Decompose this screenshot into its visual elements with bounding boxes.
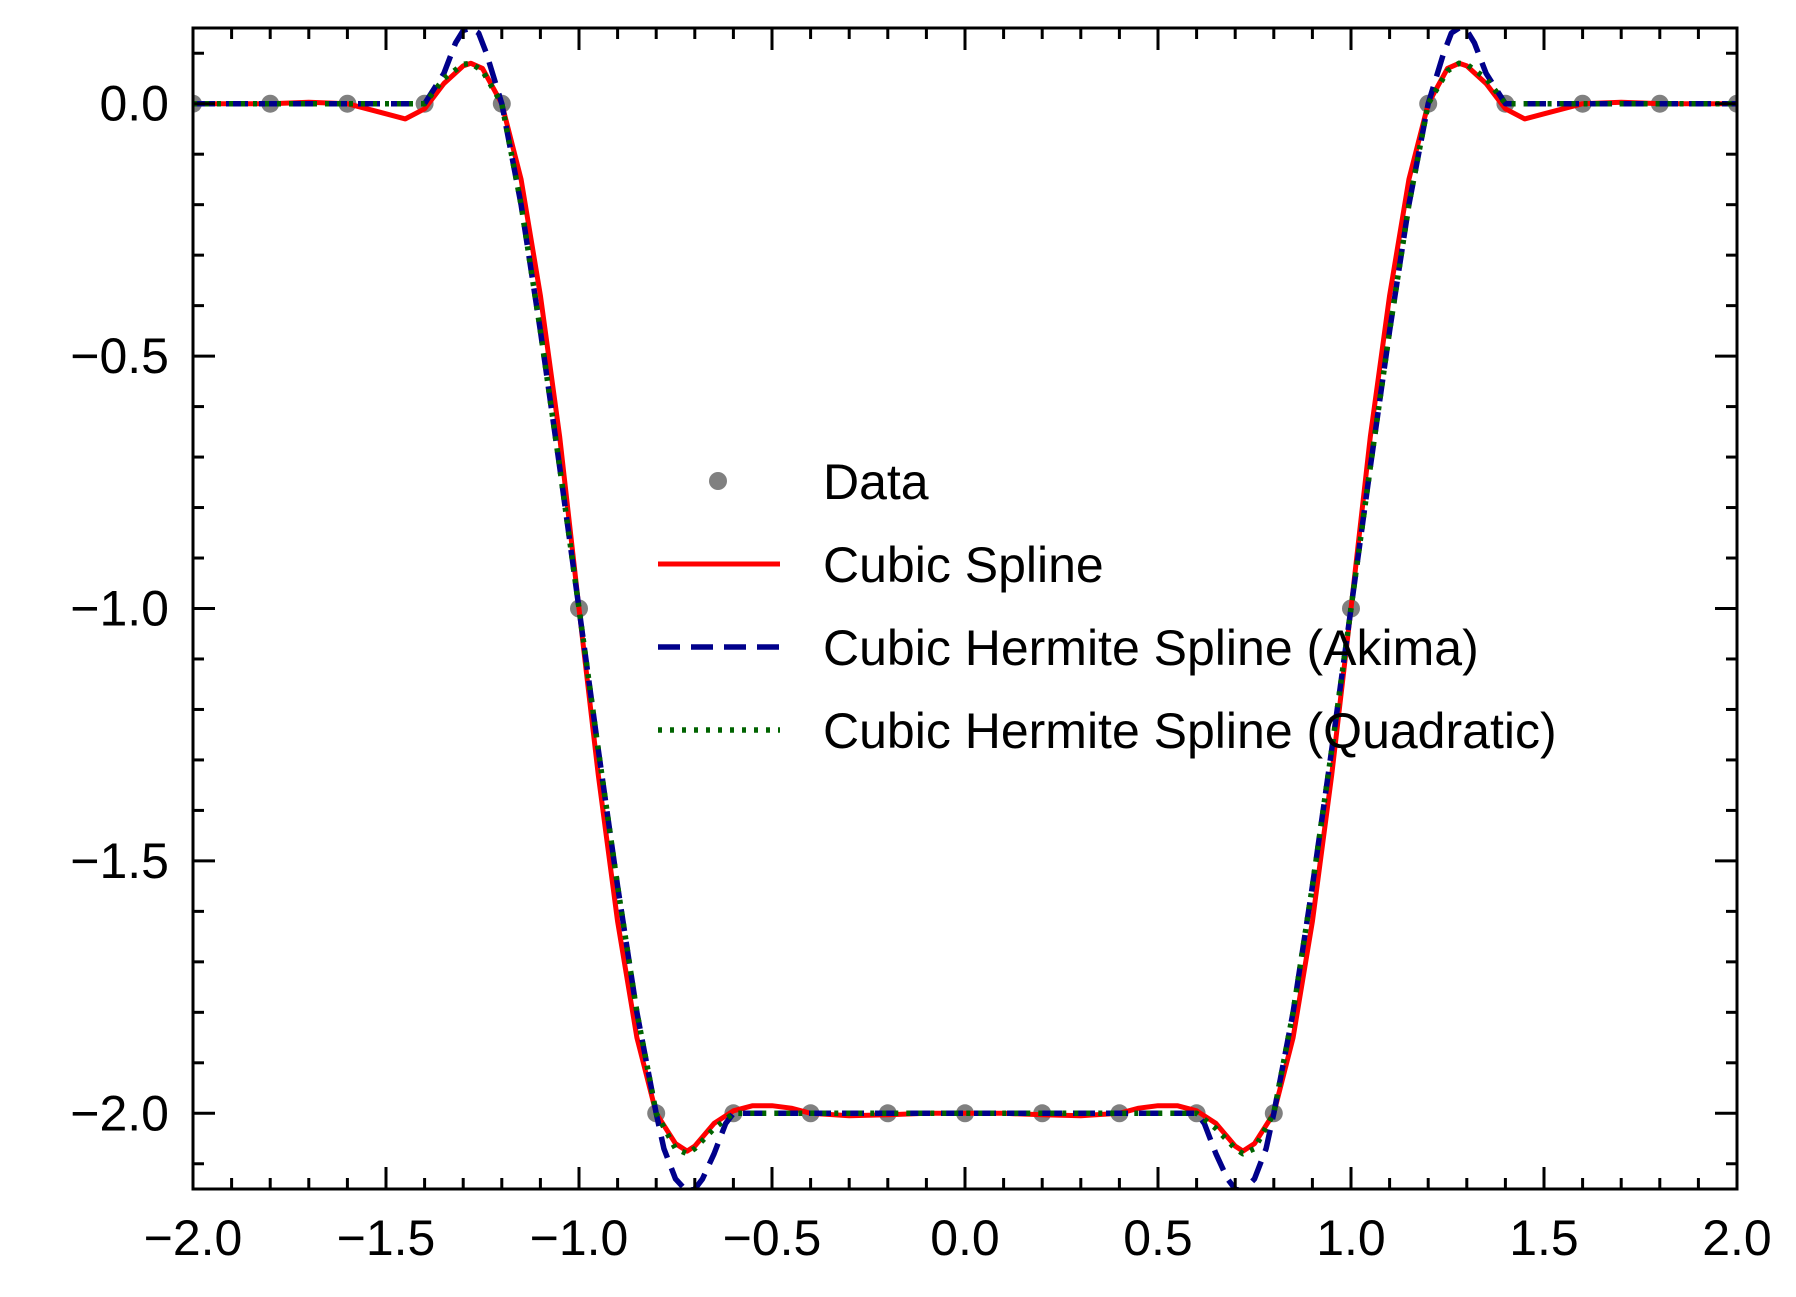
x-tick-label: 0.0 [930,1210,1000,1266]
x-tick-label: −1.5 [337,1210,436,1266]
x-tick-label: 1.5 [1509,1210,1579,1266]
legend-marker [709,472,727,490]
series-line-3 [193,60,1737,1157]
legend-label: Cubic Hermite Spline (Quadratic) [823,703,1557,759]
legend-label: Cubic Hermite Spline (Akima) [823,620,1479,676]
x-tick-label: −2.0 [144,1210,243,1266]
legend: Data Cubic Spline Cubic Hermite Spline (Ak… [658,454,1557,759]
legend-entry: Cubic Hermite Spline (Quadratic) [658,703,1557,759]
axes-frame [191,26,1739,1191]
series-line-2 [193,28,1737,1189]
x-tick-label: −0.5 [723,1210,822,1266]
tick-labels: −2.0 −1.5 −1.0 −0.5 0.0 0.5 1.0 1.5 2.0 0.0 −0.5 −1… [70,76,1771,1266]
y-tick-label: −2.0 [70,1085,169,1141]
legend-entry: Data [709,454,929,510]
legend-entry: Cubic Spline [658,537,1104,593]
legend-label: Cubic Spline [823,537,1104,593]
legend-label: Data [823,454,929,510]
y-tick-label: −1.0 [70,581,169,637]
x-tick-label: 2.0 [1702,1210,1772,1266]
x-tick-label: −1.0 [530,1210,629,1266]
x-tick-label: 0.5 [1123,1210,1193,1266]
series-line-1 [193,60,1737,1154]
y-tick-label: −0.5 [70,328,169,384]
axis-ticks [191,28,1739,1189]
x-tick-label: 1.0 [1316,1210,1386,1266]
y-tick-label: −1.5 [70,833,169,889]
legend-entry: Cubic Hermite Spline (Akima) [658,620,1479,676]
plot-area [193,28,1737,1189]
y-tick-label: 0.0 [99,76,169,132]
